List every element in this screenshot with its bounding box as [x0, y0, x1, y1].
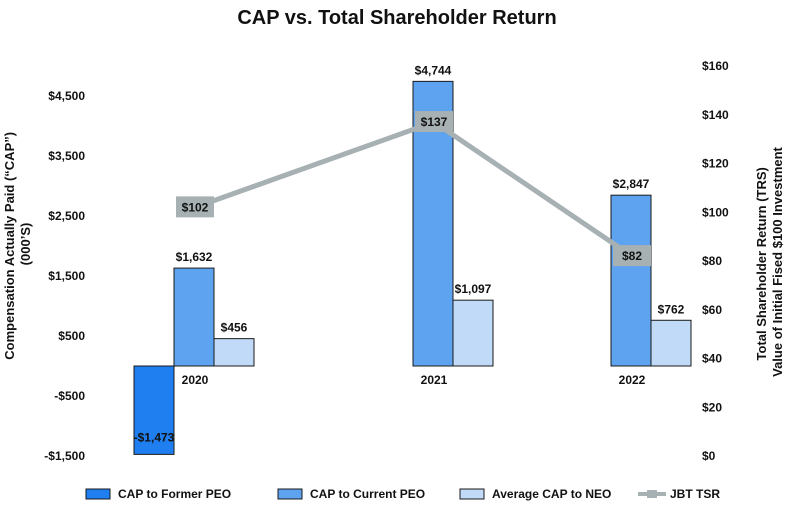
- legend-swatch-average-cap-to-neo: [459, 488, 485, 500]
- left-tick-label: -$1,500: [44, 449, 85, 463]
- left-axis-title: Compensation Actually Paid (“CAP”) (000’…: [2, 128, 33, 359]
- bar-cap-to-current-peo-2022: [610, 194, 652, 367]
- left-tick-label: $2,500: [48, 209, 85, 223]
- right-tick-label: $40: [702, 352, 722, 366]
- left-axis: -$1,500 -$500 $500 $1,500 $2,500 $3,500 $4,500: [44, 89, 85, 463]
- bar-data-label: -$1,473: [134, 430, 175, 444]
- left-axis-title-line-1: Compensation Actually Paid (“CAP”): [2, 132, 17, 360]
- bar-cap-to-current-peo-2020: [173, 267, 215, 367]
- left-tick-label: $3,500: [48, 149, 85, 163]
- bar-data-label: $2,847: [613, 177, 650, 191]
- tsr-data-label: $102: [182, 200, 209, 214]
- bar-data-label: $4,744: [415, 63, 452, 77]
- bars: -$1,473 $1,632 $4,744 $2,847 $456 $1,097 $762: [133, 63, 692, 455]
- legend-label-cap-to-former-peo: CAP to Former PEO: [118, 487, 231, 501]
- category-label: 2021: [421, 373, 448, 387]
- right-tick-label: $80: [702, 254, 722, 268]
- legend-label-average-cap-to-neo: Average CAP to NEO: [492, 487, 611, 501]
- right-tick-label: $120: [702, 157, 729, 171]
- right-tick-label: $60: [702, 303, 722, 317]
- bar-data-label: $1,097: [455, 282, 492, 296]
- right-tick-label: $0: [702, 449, 716, 463]
- right-axis: $0 $20 $40 $60 $80 $100 $120 $140 $160: [702, 59, 729, 463]
- legend: CAP to Former PEO CAP to Current PEO Avera…: [85, 487, 720, 501]
- legend-swatch-cap-to-former-peo: [85, 488, 111, 500]
- left-tick-label: $4,500: [48, 89, 85, 103]
- bar-data-label: $762: [658, 302, 685, 316]
- chart-title: CAP vs. Total Shareholder Return: [237, 7, 556, 29]
- left-tick-label: $1,500: [48, 269, 85, 283]
- tsr-series: $102 $137 $82: [176, 111, 651, 267]
- legend-label-cap-to-current-peo: CAP to Current PEO: [310, 487, 425, 501]
- bar-average-cap-to-neo-2021: [452, 299, 494, 367]
- legend-label-jbt-tsr: JBT TSR: [670, 487, 720, 501]
- right-tick-label: $20: [702, 400, 722, 414]
- right-axis-title: Total Shareholder Return (TRS) Value of …: [754, 146, 785, 376]
- right-axis-title-line-1: Total Shareholder Return (TRS): [754, 167, 769, 360]
- bar-data-label: $1,632: [176, 250, 213, 264]
- left-tick-label: -$500: [54, 389, 85, 403]
- right-axis-title-line-2: Value of Initial Fised $100 Investment: [770, 146, 785, 376]
- left-axis-title-line-2: (000’S): [18, 223, 33, 266]
- category-labels: 2020 2021 2022: [182, 373, 646, 387]
- tsr-marker: [613, 245, 651, 267]
- tsr-marker: [176, 196, 214, 218]
- bar-average-cap-to-neo-2022: [650, 319, 692, 367]
- legend-marker-jbt-tsr: [647, 490, 657, 498]
- tsr-data-label: $82: [622, 249, 642, 263]
- bar-data-label: $456: [221, 321, 248, 335]
- left-tick-label: $500: [58, 329, 85, 343]
- legend-swatch-cap-to-current-peo: [277, 488, 303, 500]
- category-label: 2022: [619, 373, 646, 387]
- bar-cap-to-former-peo-2020: [133, 365, 175, 455]
- tsr-data-label: $137: [421, 115, 448, 129]
- right-tick-label: $100: [702, 205, 729, 219]
- bar-average-cap-to-neo-2020: [213, 338, 255, 367]
- tsr-marker: [415, 111, 453, 133]
- right-tick-label: $140: [702, 108, 729, 122]
- right-tick-label: $160: [702, 59, 729, 73]
- category-label: 2020: [182, 373, 209, 387]
